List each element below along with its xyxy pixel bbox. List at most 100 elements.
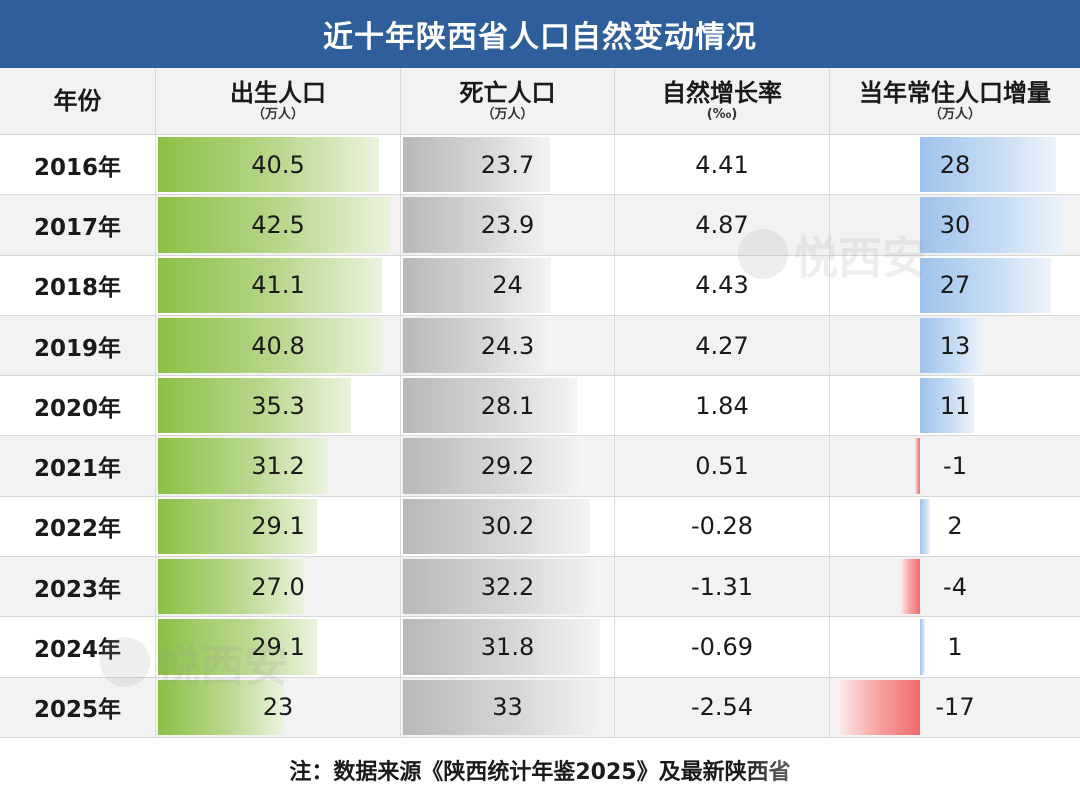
data-bar bbox=[920, 498, 930, 555]
cell-deaths: 23.7 bbox=[401, 135, 615, 195]
cell-value: 4.41 bbox=[695, 150, 749, 179]
data-bar bbox=[403, 619, 600, 675]
data-bar bbox=[158, 438, 329, 494]
cell-rate: 4.41 bbox=[615, 135, 830, 195]
cell-increase: 28 bbox=[830, 135, 1080, 194]
cell-increase: 27 bbox=[830, 256, 1080, 315]
cell-value: 23 bbox=[262, 693, 294, 722]
cell-value: 32.2 bbox=[480, 572, 535, 601]
cell-year: 2022年 bbox=[0, 496, 156, 557]
cell-year: 2019年 bbox=[0, 315, 156, 376]
cell-increase: -17 bbox=[830, 678, 1080, 737]
cell-deaths: 24 bbox=[401, 255, 615, 315]
cell-births: 23 bbox=[156, 677, 401, 737]
cell-value: 2016年 bbox=[33, 154, 121, 181]
cell-year: 2018年 bbox=[0, 255, 156, 315]
source-note: 注：数据来源《陕西统计年鉴2025》及最新陕西省 bbox=[0, 738, 1080, 801]
cell-value: 42.5 bbox=[251, 210, 305, 239]
cell-deaths: 28.1 bbox=[401, 376, 615, 436]
cell-value: 27 bbox=[939, 271, 971, 300]
cell-births: 27.0 bbox=[156, 557, 401, 617]
data-bar bbox=[158, 498, 317, 555]
data-bar bbox=[403, 137, 550, 193]
cell-births: 29.1 bbox=[156, 617, 401, 677]
cell-deaths: 32.2 bbox=[401, 557, 615, 617]
data-bar bbox=[901, 559, 920, 615]
cell-value: 0.51 bbox=[695, 452, 749, 481]
header-year-label: 年份 bbox=[53, 87, 102, 115]
cell-value: 30 bbox=[939, 210, 971, 239]
cell-value: 2 bbox=[947, 512, 963, 541]
cell-value: -2.54 bbox=[690, 693, 754, 722]
data-bar bbox=[920, 137, 1057, 193]
cell-rate: -0.28 bbox=[615, 496, 830, 557]
cell-value: 31.8 bbox=[480, 633, 535, 662]
data-bar bbox=[158, 257, 383, 313]
cell-increase: -1 bbox=[830, 436, 1080, 495]
table-row: 2025年 23 33 -2.54 -17 bbox=[0, 677, 1080, 738]
cell-value: 30.2 bbox=[480, 512, 535, 541]
data-bar bbox=[158, 137, 380, 193]
data-bar bbox=[920, 317, 984, 374]
cell-births: 40.5 bbox=[156, 135, 401, 195]
cell-rate: -0.69 bbox=[615, 617, 830, 677]
cell-year: 2025年 bbox=[0, 677, 156, 737]
cell-births: 40.8 bbox=[156, 315, 401, 376]
cell-increase: 13 bbox=[830, 316, 1080, 375]
data-bar bbox=[403, 197, 551, 253]
header-deaths: 死亡人口 （万人） bbox=[401, 68, 615, 134]
cell-deaths: 29.2 bbox=[401, 436, 615, 496]
data-bar bbox=[158, 197, 390, 253]
cell-year: 2016年 bbox=[0, 135, 156, 195]
cell-value: 23.7 bbox=[480, 150, 535, 179]
cell-value: 13 bbox=[939, 331, 971, 360]
cell-deaths: 24.3 bbox=[401, 315, 615, 376]
cell-value: -4 bbox=[943, 572, 967, 601]
cell-rate: -1.31 bbox=[615, 557, 830, 617]
data-bar bbox=[920, 378, 974, 434]
cell-value: 1.84 bbox=[695, 391, 749, 420]
header-births-unit: （万人） bbox=[251, 107, 304, 122]
header-births-label: 出生人口 bbox=[230, 79, 326, 107]
data-bar bbox=[158, 559, 306, 615]
data-bar bbox=[158, 317, 381, 374]
cell-value: -17 bbox=[935, 693, 975, 722]
cell-year: 2021年 bbox=[0, 436, 156, 496]
cell-births: 42.5 bbox=[156, 195, 401, 255]
header-year: 年份 bbox=[0, 68, 156, 134]
cell-value: 2022年 bbox=[33, 516, 121, 543]
cell-value: 28 bbox=[939, 150, 971, 179]
header-rate-label: 自然增长率 bbox=[662, 79, 782, 107]
data-bar bbox=[158, 679, 284, 735]
cell-value: -0.28 bbox=[690, 512, 754, 541]
cell-deaths: 31.8 bbox=[401, 617, 615, 677]
table-row: 2018年 41.1 24 4.43 27 bbox=[0, 255, 1080, 316]
cell-value: -1 bbox=[943, 452, 967, 481]
header-increase-unit: （万人） bbox=[928, 107, 981, 122]
table-row: 2024年 29.1 31.8 -0.69 1 bbox=[0, 617, 1080, 678]
cell-year: 2017年 bbox=[0, 195, 156, 255]
table-row: 2021年 31.2 29.2 0.51 -1 bbox=[0, 436, 1080, 497]
header-deaths-unit: （万人） bbox=[481, 107, 534, 122]
cell-value: 4.27 bbox=[695, 331, 749, 360]
data-bar bbox=[403, 559, 603, 615]
data-bar bbox=[920, 257, 1052, 313]
data-bar bbox=[403, 679, 607, 735]
cell-value: -1.31 bbox=[690, 572, 754, 601]
table-header: 年份 出生人口 （万人） 死亡人口 （万人） 自然增长率 (‰) 当年常住人口增… bbox=[0, 68, 1080, 135]
cell-value: 11 bbox=[939, 391, 971, 420]
cell-rate: 0.51 bbox=[615, 436, 830, 496]
cell-value: 23.9 bbox=[480, 210, 535, 239]
header-deaths-label: 死亡人口 bbox=[459, 79, 556, 107]
cell-year: 2020年 bbox=[0, 376, 156, 436]
cell-births: 29.1 bbox=[156, 496, 401, 557]
cell-year: 2023年 bbox=[0, 557, 156, 617]
cell-value: 33 bbox=[492, 693, 523, 722]
cell-value: 2018年 bbox=[33, 275, 121, 302]
data-bar bbox=[158, 378, 351, 434]
cell-rate: -2.54 bbox=[615, 677, 830, 737]
cell-value: 2019年 bbox=[33, 335, 121, 362]
cell-rate: 4.43 bbox=[615, 255, 830, 315]
cell-value: 2025年 bbox=[33, 697, 121, 724]
cell-value: 24 bbox=[492, 271, 523, 300]
